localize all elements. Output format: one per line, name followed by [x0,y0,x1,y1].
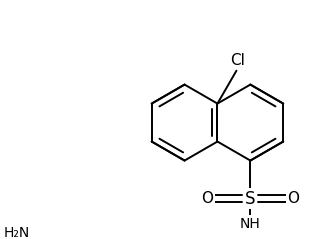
Text: Cl: Cl [230,53,245,68]
Text: O: O [201,191,213,206]
Text: NH: NH [240,217,261,231]
Text: S: S [245,190,256,207]
Text: O: O [287,191,300,206]
Text: H₂N: H₂N [3,226,30,239]
